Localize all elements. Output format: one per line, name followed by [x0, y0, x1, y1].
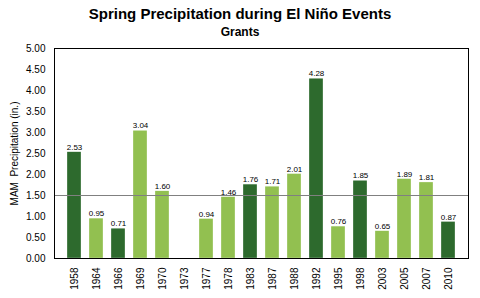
- svg-text:2.53: 2.53: [67, 143, 83, 152]
- svg-text:5.00: 5.00: [26, 43, 46, 54]
- svg-text:1.46: 1.46: [220, 187, 237, 197]
- svg-text:1987: 1987: [267, 267, 278, 290]
- svg-text:0.50: 0.50: [26, 232, 46, 243]
- svg-text:4.50: 4.50: [26, 64, 46, 75]
- svg-text:4.28: 4.28: [309, 69, 325, 78]
- svg-text:1.00: 1.00: [26, 211, 46, 222]
- svg-text:0.71: 0.71: [111, 219, 127, 228]
- svg-text:1977: 1977: [201, 267, 212, 290]
- svg-text:1.81: 1.81: [419, 173, 435, 182]
- svg-text:1973: 1973: [179, 267, 190, 290]
- svg-text:0.65: 0.65: [375, 222, 391, 231]
- svg-text:1978: 1978: [223, 267, 234, 290]
- svg-text:1.71: 1.71: [265, 177, 281, 186]
- svg-text:1970: 1970: [157, 267, 168, 290]
- svg-text:3.04: 3.04: [133, 121, 149, 130]
- svg-text:1.85: 1.85: [353, 171, 369, 180]
- svg-text:2010: 2010: [443, 267, 454, 290]
- svg-text:1969: 1969: [135, 267, 146, 290]
- svg-text:1983: 1983: [245, 267, 256, 290]
- svg-text:1.76: 1.76: [243, 175, 259, 184]
- svg-text:2003: 2003: [377, 267, 388, 290]
- svg-text:3.00: 3.00: [26, 127, 46, 138]
- html-text:Spring Precipitation during El: Spring Precipitation during El Niño Even…: [88, 5, 392, 22]
- svg-text:1992: 1992: [311, 267, 322, 290]
- svg-text:0.94: 0.94: [199, 210, 215, 219]
- svg-text:1.50: 1.50: [26, 190, 46, 201]
- svg-text:0.87: 0.87: [441, 213, 457, 222]
- svg-text:2.01: 2.01: [287, 165, 303, 174]
- svg-text:3.50: 3.50: [26, 106, 46, 117]
- svg-text:2.00: 2.00: [26, 169, 46, 180]
- svg-text:1.89: 1.89: [397, 170, 413, 179]
- svg-text:1958: 1958: [69, 267, 80, 290]
- svg-text:2007: 2007: [421, 267, 432, 290]
- svg-text:0.76: 0.76: [331, 217, 347, 226]
- svg-text:2005: 2005: [399, 267, 410, 290]
- svg-text:2.50: 2.50: [26, 148, 46, 159]
- svg-text:1998: 1998: [355, 267, 366, 290]
- svg-text:0.00: 0.00: [26, 253, 46, 264]
- svg-text:4.00: 4.00: [26, 85, 46, 96]
- svg-text:1966: 1966: [113, 267, 124, 290]
- svg-text:1.60: 1.60: [155, 182, 171, 191]
- svg-text:1988: 1988: [289, 267, 300, 290]
- html-text:Grants: Grants: [220, 25, 260, 39]
- svg-text:MAM Precipitation (in.): MAM Precipitation (in.): [9, 102, 20, 206]
- svg-text:1964: 1964: [91, 267, 102, 290]
- svg-text:0.95: 0.95: [89, 209, 105, 218]
- svg-text:1995: 1995: [333, 267, 344, 290]
